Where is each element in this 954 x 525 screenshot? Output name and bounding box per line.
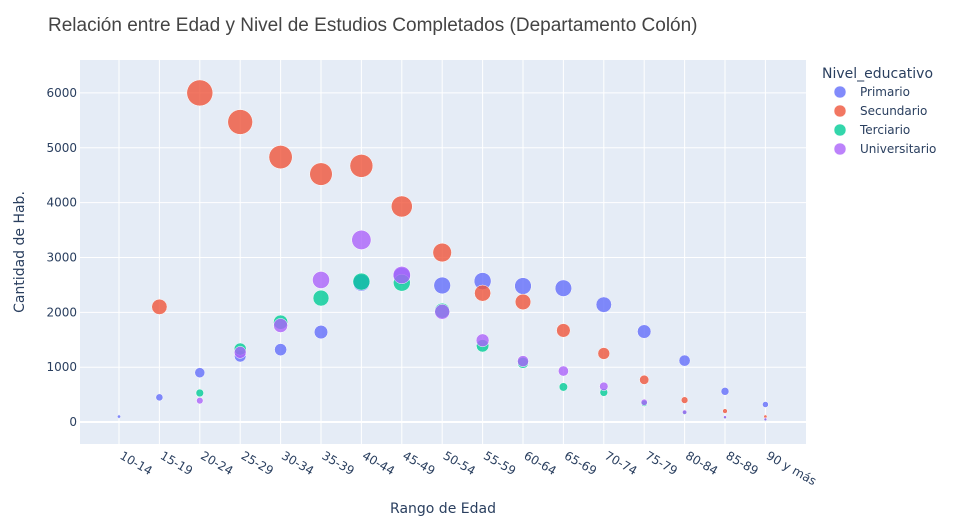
- data-point-secundario: [268, 145, 293, 170]
- x-tick-label: 25-29: [239, 448, 276, 478]
- data-point-secundario: [514, 293, 532, 311]
- y-axis-title: Cantidad de Hab.: [12, 191, 28, 313]
- data-point-terciario: [195, 388, 204, 398]
- x-tick-label: 85-89: [724, 448, 761, 478]
- legend: Nivel_educativo Primario Secundario Tercia…: [822, 66, 936, 156]
- data-point-primario: [637, 324, 652, 339]
- data-point-primario: [155, 393, 164, 402]
- y-axis-ticks: 0 1000 2000 3000 4000 5000 6000: [46, 86, 77, 429]
- data-point-primario: [595, 296, 612, 313]
- y-tick-label: 0: [69, 415, 77, 429]
- data-point-secundario: [309, 162, 333, 186]
- x-tick-label: 45-49: [400, 448, 437, 478]
- x-tick-label: 35-39: [320, 448, 357, 478]
- data-point-universitario: [723, 415, 727, 419]
- data-point-universitario: [558, 365, 569, 377]
- x-tick-label: 55-59: [481, 448, 518, 478]
- data-point-universitario: [517, 355, 529, 368]
- data-point-terciario: [352, 272, 371, 291]
- data-point-secundario: [432, 242, 452, 263]
- legend-label: Universitario: [860, 142, 936, 156]
- data-point-universitario: [273, 318, 288, 333]
- legend-label: Primario: [860, 85, 910, 99]
- data-point-primario: [117, 414, 121, 419]
- data-point-terciario: [558, 382, 568, 392]
- data-point-terciario: [312, 289, 330, 307]
- data-point-universitario: [196, 397, 204, 405]
- x-tick-label: 10-14: [118, 448, 155, 478]
- data-point-secundario: [227, 109, 253, 135]
- x-tick-label: 40-44: [360, 448, 397, 478]
- y-tick-label: 3000: [46, 250, 77, 264]
- legend-marker: [833, 104, 847, 118]
- data-point-primario: [720, 387, 730, 396]
- data-point-universitario: [475, 333, 490, 348]
- x-tick-label: 75-79: [643, 448, 680, 478]
- data-point-primario: [678, 354, 691, 367]
- y-tick-label: 6000: [46, 86, 77, 100]
- x-tick-label: 15-19: [158, 448, 195, 478]
- data-point-universitario: [392, 266, 411, 284]
- data-point-primario: [554, 279, 572, 297]
- x-tick-label: 80-84: [683, 448, 720, 478]
- legend-marker: [833, 142, 847, 156]
- x-axis-ticks: 10-14 15-19 20-24 25-29 30-34 35-39 40-44 45-49…: [118, 448, 819, 488]
- y-tick-label: 4000: [46, 196, 77, 210]
- x-tick-label: 30-34: [279, 448, 316, 478]
- y-tick-label: 5000: [46, 141, 77, 155]
- data-point-secundario: [597, 347, 610, 360]
- data-point-secundario: [349, 154, 374, 178]
- data-point-universitario: [233, 346, 247, 359]
- chart-title: Relación entre Edad y Nivel de Estudios …: [48, 15, 698, 36]
- data-point-universitario: [351, 230, 372, 250]
- data-point-secundario: [722, 408, 728, 414]
- data-point-primario: [433, 276, 451, 295]
- data-point-primario: [762, 401, 769, 408]
- data-point-primario: [194, 367, 206, 378]
- data-point-universitario: [682, 409, 688, 415]
- x-tick-label: 90 y más: [764, 448, 819, 488]
- legend-label: Secundario: [860, 104, 927, 118]
- x-tick-label: 65-69: [562, 448, 599, 478]
- data-point-secundario: [186, 79, 214, 107]
- data-point-primario: [274, 343, 287, 356]
- x-tick-label: 50-54: [441, 448, 478, 478]
- data-point-universitario: [763, 417, 768, 422]
- data-point-secundario: [151, 298, 168, 315]
- data-point-universitario: [312, 271, 330, 289]
- data-point-secundario: [639, 374, 650, 385]
- legend-label: Terciario: [859, 123, 910, 137]
- data-points: [117, 79, 769, 422]
- data-point-universitario: [599, 381, 609, 391]
- data-point-primario: [514, 277, 532, 295]
- x-tick-label: 20-24: [198, 448, 235, 478]
- data-point-secundario: [556, 323, 571, 338]
- data-point-universitario: [640, 398, 648, 406]
- y-tick-label: 1000: [46, 360, 77, 374]
- grid-lines: [80, 60, 806, 444]
- x-tick-label: 60-64: [522, 448, 559, 478]
- data-point-secundario: [680, 396, 689, 404]
- x-tick-label: 70-74: [602, 448, 639, 478]
- data-point-secundario: [474, 284, 491, 302]
- data-point-secundario: [391, 195, 413, 218]
- data-point-universitario: [434, 304, 450, 320]
- data-point-primario: [313, 325, 329, 340]
- legend-marker: [833, 123, 847, 137]
- x-axis-title: Rango de Edad: [390, 501, 496, 517]
- legend-title: Nivel_educativo: [822, 66, 933, 82]
- legend-marker: [833, 85, 847, 99]
- y-tick-label: 2000: [46, 305, 77, 319]
